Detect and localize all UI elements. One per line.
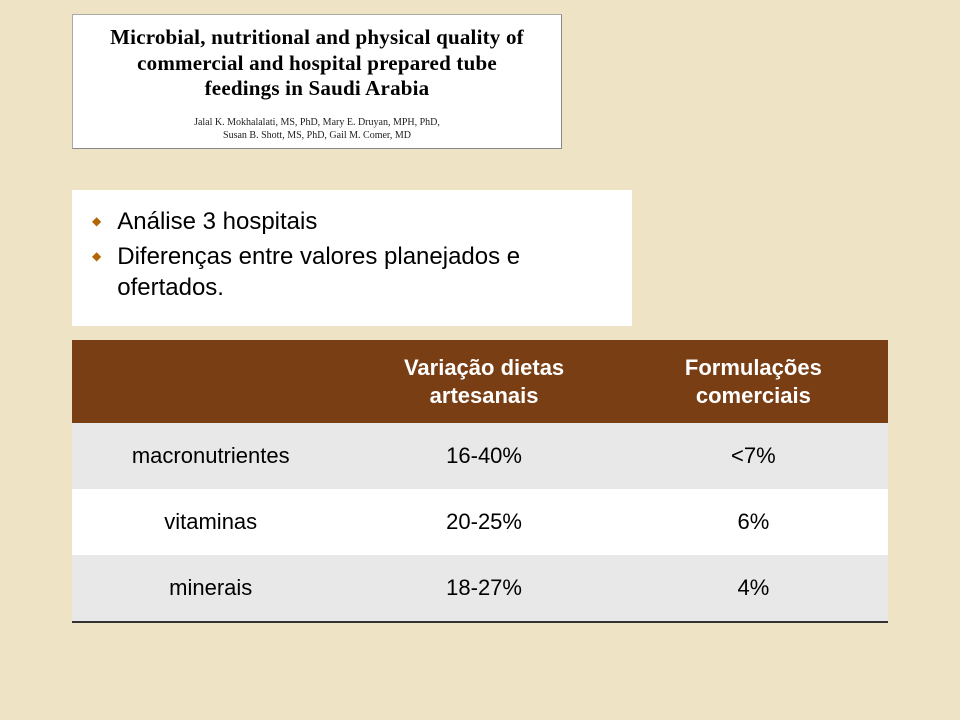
header-line: Formulações [685, 355, 822, 380]
row-label: vitaminas [72, 489, 349, 555]
table-row: vitaminas 20-25% 6% [72, 489, 888, 555]
row-label: macronutrientes [72, 423, 349, 489]
table-header-row: Variação dietas artesanais Formulações c… [72, 340, 888, 423]
row-value-artesanais: 18-27% [349, 555, 618, 622]
table-body: macronutrientes 16-40% <7% vitaminas 20-… [72, 423, 888, 622]
header-line: comerciais [696, 383, 811, 408]
citation-authors-line2: Susan B. Shott, MS, PhD, Gail M. Comer, … [223, 130, 411, 141]
citation-authors: Jalal K. Mokhalalati, MS, PhD, Mary E. D… [81, 116, 553, 142]
header-line: artesanais [430, 383, 539, 408]
table-header: Variação dietas artesanais Formulações c… [72, 340, 888, 423]
row-value-comerciais: 4% [619, 555, 888, 622]
table-header-cell-comerciais: Formulações comerciais [619, 340, 888, 423]
row-value-comerciais: <7% [619, 423, 888, 489]
citation-title-line1: Microbial, nutritional and physical qual… [110, 25, 524, 49]
table-header-cell-empty [72, 340, 349, 423]
table-row: minerais 18-27% 4% [72, 555, 888, 622]
table: Variação dietas artesanais Formulações c… [72, 340, 888, 623]
bullet-icon: ◆ [92, 214, 101, 228]
bullet-text: Análise 3 hospitais [117, 206, 317, 237]
citation-authors-line1: Jalal K. Mokhalalati, MS, PhD, Mary E. D… [194, 117, 440, 128]
bullet-text: Diferenças entre valores planejados e of… [117, 241, 612, 303]
table-header-cell-artesanais: Variação dietas artesanais [349, 340, 618, 423]
bullets-panel: ◆ Análise 3 hospitais ◆ Diferenças entre… [72, 190, 632, 326]
row-value-artesanais: 16-40% [349, 423, 618, 489]
bullet-icon: ◆ [92, 249, 101, 263]
comparison-table: Variação dietas artesanais Formulações c… [72, 340, 888, 623]
row-label: minerais [72, 555, 349, 622]
row-value-artesanais: 20-25% [349, 489, 618, 555]
citation-title-line3: feedings in Saudi Arabia [205, 76, 430, 100]
table-row: macronutrientes 16-40% <7% [72, 423, 888, 489]
citation-panel: Microbial, nutritional and physical qual… [72, 14, 562, 149]
row-value-comerciais: 6% [619, 489, 888, 555]
bullet-item: ◆ Análise 3 hospitais [92, 206, 612, 237]
citation-title-line2: commercial and hospital prepared tube [137, 51, 497, 75]
citation-title: Microbial, nutritional and physical qual… [81, 25, 553, 102]
bullet-item: ◆ Diferenças entre valores planejados e … [92, 241, 612, 303]
header-line: Variação dietas [404, 355, 564, 380]
